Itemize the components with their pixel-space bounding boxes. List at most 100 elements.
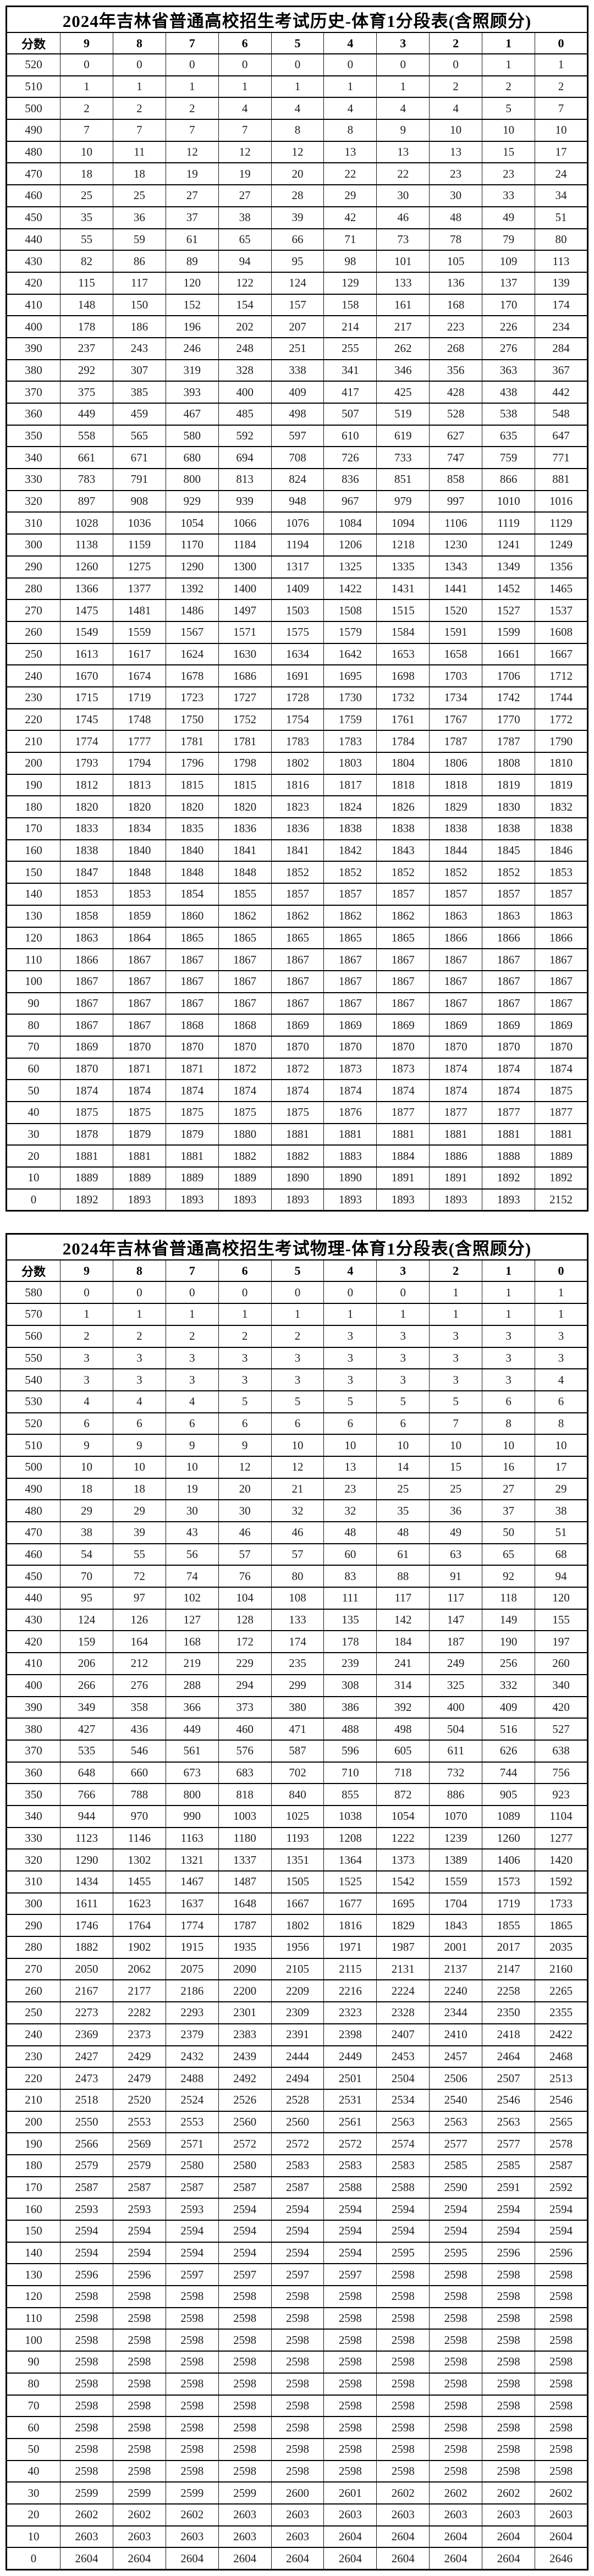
count-cell: 997 bbox=[429, 489, 483, 513]
count-cell: 0 bbox=[323, 53, 377, 76]
count-cell: 256 bbox=[482, 1652, 536, 1675]
count-cell: 1875 bbox=[535, 1079, 588, 1102]
count-cell: 3 bbox=[323, 1324, 377, 1348]
column-header: 3 bbox=[376, 32, 430, 54]
table-row: 190 2566 2569 2571 2572 2572 2572 2574 2577 2577 2… bbox=[6, 2132, 588, 2155]
count-cell: 95 bbox=[60, 1587, 113, 1610]
count-cell: 2598 bbox=[376, 2263, 430, 2287]
count-cell: 680 bbox=[165, 446, 219, 470]
count-cell: 2604 bbox=[429, 2547, 483, 2571]
count-cell: 1867 bbox=[218, 992, 272, 1015]
count-cell: 36 bbox=[112, 206, 166, 229]
count-cell: 1025 bbox=[271, 1804, 324, 1828]
count-cell: 117 bbox=[429, 1587, 483, 1610]
count-cell: 158 bbox=[323, 293, 377, 317]
count-cell: 1038 bbox=[323, 1804, 377, 1828]
count-cell: 36 bbox=[429, 1499, 483, 1522]
count-cell: 68 bbox=[535, 1543, 588, 1566]
count-cell: 212 bbox=[112, 1652, 166, 1675]
table-row: 510 1 1 1 1 1 1 1 2 2 2 bbox=[6, 75, 588, 98]
count-cell: 647 bbox=[535, 424, 588, 448]
count-cell: 1889 bbox=[112, 1166, 166, 1190]
count-cell: 2587 bbox=[165, 2176, 219, 2199]
count-cell: 0 bbox=[112, 1281, 166, 1304]
count-cell: 276 bbox=[112, 1674, 166, 1697]
count-cell: 1704 bbox=[429, 1892, 483, 1916]
count-cell: 2579 bbox=[112, 2154, 166, 2177]
count-cell: 1867 bbox=[482, 948, 536, 971]
column-header: 5 bbox=[271, 32, 324, 54]
count-cell: 1321 bbox=[165, 1848, 219, 1872]
count-cell: 1487 bbox=[218, 1870, 272, 1894]
count-cell: 2596 bbox=[482, 2241, 536, 2265]
count-cell: 0 bbox=[323, 1281, 377, 1304]
score-cell: 130 bbox=[6, 904, 61, 928]
count-cell: 592 bbox=[218, 424, 272, 448]
count-cell: 866 bbox=[482, 468, 536, 491]
count-cell: 1 bbox=[60, 1303, 113, 1326]
score-cell: 470 bbox=[6, 162, 61, 186]
count-cell: 1874 bbox=[429, 1057, 483, 1081]
count-cell: 1872 bbox=[271, 1057, 324, 1081]
column-header: 9 bbox=[60, 1259, 113, 1283]
score-cell: 340 bbox=[6, 446, 61, 470]
count-cell: 1815 bbox=[165, 773, 219, 797]
count-cell: 1706 bbox=[482, 664, 536, 687]
score-cell: 60 bbox=[6, 2416, 61, 2439]
count-cell: 905 bbox=[482, 1783, 536, 1806]
score-cell: 200 bbox=[6, 2110, 61, 2134]
count-cell: 1863 bbox=[429, 904, 483, 928]
table-row: 130 1858 1859 1860 1862 1862 1862 1862 1863 1863 1… bbox=[6, 904, 588, 928]
count-cell: 970 bbox=[112, 1804, 166, 1828]
count-cell: 2594 bbox=[165, 2220, 219, 2243]
count-cell: 1875 bbox=[60, 1101, 113, 1124]
score-cell: 270 bbox=[6, 1957, 61, 1981]
count-cell: 1844 bbox=[429, 839, 483, 862]
count-cell: 2604 bbox=[271, 2547, 324, 2571]
count-cell: 2578 bbox=[535, 2132, 588, 2155]
count-cell: 2593 bbox=[60, 2198, 113, 2221]
table-row: 580 0 0 0 0 0 0 0 1 1 1 bbox=[6, 1281, 588, 1304]
score-cell: 150 bbox=[6, 2220, 61, 2243]
table-row: 100 2598 2598 2598 2598 2598 2598 2598 2598 2598 2… bbox=[6, 2329, 588, 2352]
count-cell: 1698 bbox=[376, 664, 430, 687]
count-cell: 268 bbox=[429, 337, 483, 360]
count-cell: 2598 bbox=[218, 2372, 272, 2396]
count-cell: 1840 bbox=[112, 839, 166, 862]
count-cell: 2501 bbox=[323, 2067, 377, 2090]
count-cell: 25 bbox=[429, 1477, 483, 1501]
count-cell: 2488 bbox=[165, 2067, 219, 2090]
count-cell: 2604 bbox=[482, 2525, 536, 2549]
count-cell: 1889 bbox=[535, 1144, 588, 1168]
score-cell: 0 bbox=[6, 2547, 61, 2571]
count-cell: 1832 bbox=[535, 795, 588, 819]
count-cell: 2369 bbox=[60, 2023, 113, 2046]
count-cell: 358 bbox=[112, 1696, 166, 1719]
count-cell: 2001 bbox=[429, 1936, 483, 1959]
column-header: 2 bbox=[429, 1259, 483, 1283]
count-cell: 366 bbox=[165, 1696, 219, 1719]
table-row: 160 1838 1840 1840 1841 1841 1842 1843 1844 1845 1… bbox=[6, 839, 588, 862]
count-cell: 1820 bbox=[112, 795, 166, 819]
count-cell: 1853 bbox=[60, 883, 113, 906]
count-cell: 2598 bbox=[482, 2307, 536, 2330]
count-cell: 9 bbox=[376, 119, 430, 142]
table-row: 180 1820 1820 1820 1820 1823 1824 1826 1829 1830 1… bbox=[6, 795, 588, 819]
count-cell: 1819 bbox=[535, 773, 588, 797]
count-cell: 1686 bbox=[218, 664, 272, 687]
score-cell: 280 bbox=[6, 577, 61, 601]
column-header: 4 bbox=[323, 1259, 377, 1283]
score-cell: 50 bbox=[6, 1079, 61, 1102]
count-cell: 561 bbox=[165, 1739, 219, 1763]
count-cell: 234 bbox=[535, 315, 588, 338]
count-cell: 1337 bbox=[218, 1848, 272, 1872]
score-cell: 510 bbox=[6, 1434, 61, 1457]
count-cell: 12 bbox=[271, 140, 324, 164]
score-cell: 300 bbox=[6, 1892, 61, 1916]
count-cell: 6 bbox=[482, 1390, 536, 1413]
count-cell: 20 bbox=[271, 162, 324, 186]
count-cell: 2598 bbox=[271, 2307, 324, 2330]
score-cell: 290 bbox=[6, 555, 61, 579]
score-cell: 190 bbox=[6, 773, 61, 797]
count-cell: 2603 bbox=[112, 2525, 166, 2549]
